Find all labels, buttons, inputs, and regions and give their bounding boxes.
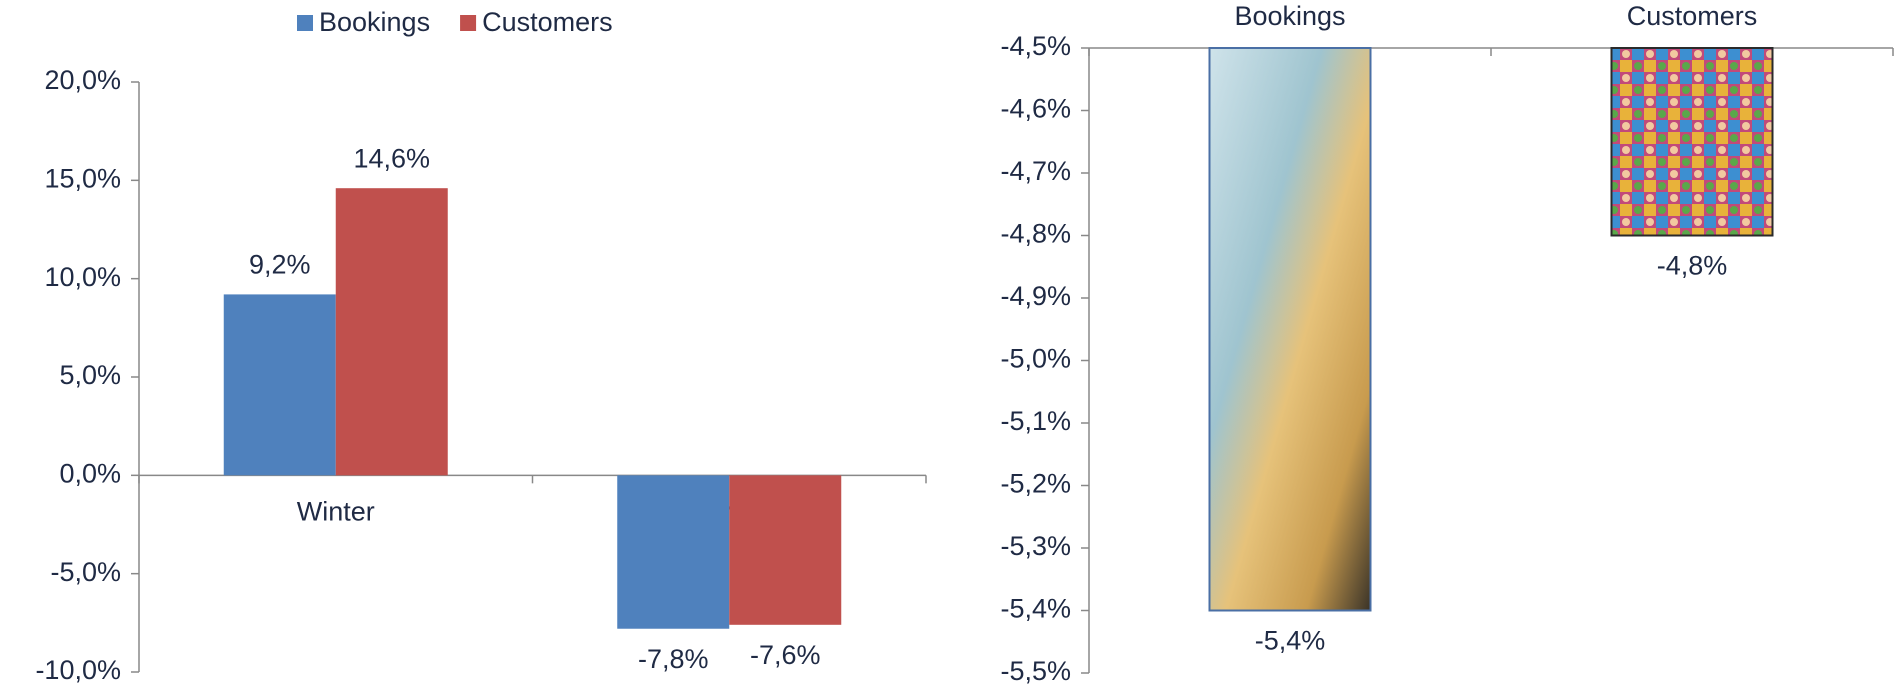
x-tick-label: Customers: [1627, 1, 1758, 31]
value-label: 9,2%: [249, 250, 311, 280]
legend-label: Bookings: [319, 7, 430, 37]
x-tick-label: Winter: [297, 496, 375, 526]
y-tick-label: -5,0%: [50, 557, 121, 587]
y-tick-label: -4,8%: [1000, 219, 1071, 249]
bar: [1210, 48, 1371, 611]
bar: [729, 475, 841, 624]
legend-label: Customers: [482, 7, 613, 37]
y-tick-label: -5,2%: [1000, 469, 1071, 499]
y-tick-label: -5,0%: [1000, 344, 1071, 374]
bar: [336, 188, 448, 475]
legend-swatch: [460, 15, 476, 31]
y-tick-label: -4,9%: [1000, 281, 1071, 311]
y-tick-label: -5,4%: [1000, 594, 1071, 624]
value-label: -7,8%: [638, 644, 709, 674]
bar: [224, 294, 336, 475]
y-tick-label: -4,7%: [1000, 156, 1071, 186]
y-tick-label: 20,0%: [44, 65, 121, 95]
value-label: -7,6%: [750, 640, 821, 670]
y-tick-label: 15,0%: [44, 163, 121, 193]
bar: [617, 475, 729, 628]
y-tick-label: -5,5%: [1000, 656, 1071, 686]
y-tick-label: -10,0%: [35, 655, 121, 685]
value-label: -5,4%: [1255, 626, 1326, 656]
value-label: -4,8%: [1657, 251, 1728, 281]
y-tick-label: -5,3%: [1000, 531, 1071, 561]
page: -10,0% -5,0% 0,0% 5,0% 10,0% 15,0% 20,0% Winter…: [0, 0, 1896, 688]
y-tick-label: -5,1%: [1000, 406, 1071, 436]
y-tick-label: 0,0%: [59, 458, 121, 488]
value-label: 14,6%: [353, 143, 430, 173]
y-tick-label: -4,5%: [1000, 31, 1071, 61]
y-tick-label: 10,0%: [44, 262, 121, 292]
y-tick-label: 5,0%: [59, 360, 121, 390]
legend-swatch: [297, 15, 313, 31]
bar: [1612, 48, 1773, 236]
y-tick-label: -4,6%: [1000, 94, 1071, 124]
x-tick-label: Bookings: [1234, 1, 1345, 31]
